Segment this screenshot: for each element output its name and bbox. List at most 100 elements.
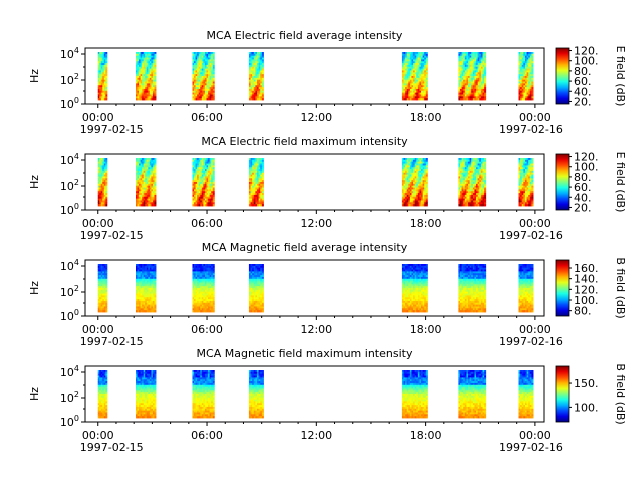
heatmap-cell [192,163,195,166]
heatmap-cell [212,77,215,81]
heatmap-cell [105,286,108,289]
heatmap-cell [208,57,211,60]
heatmap-cell [252,77,255,81]
heatmap-cell [212,57,215,60]
heatmap-cell [195,172,198,176]
heatmap-cell [480,53,483,57]
heatmap-cell [102,53,105,57]
heatmap-cell [424,61,427,64]
heatmap-cell [145,180,148,183]
heatmap-cell [521,92,524,95]
heatmap-cell [403,174,406,177]
heatmap-cell [200,183,203,187]
heatmap-cell [408,55,411,58]
heatmap-cell [143,172,146,176]
heatmap-cell [149,79,152,82]
heatmap-cell [152,302,155,306]
heatmap-cell [152,189,155,192]
heatmap-cell [139,158,142,161]
heatmap-cell [460,88,463,92]
heatmap-cell [145,167,148,170]
heatmap-cell [479,76,482,79]
heatmap-cell [97,204,100,207]
heatmap-cell [419,92,422,95]
heatmap-cell [526,169,529,172]
heatmap-cell [140,293,143,296]
heatmap-cell [146,90,149,94]
heatmap-cell [198,68,201,71]
heatmap-cell [149,53,152,57]
heatmap-cell [139,278,142,282]
heatmap-cell [529,194,532,198]
heatmap-cell [102,92,105,95]
heatmap-cell [146,299,149,302]
heatmap-cell [192,196,195,200]
heatmap-cell [463,204,466,207]
heatmap-cell [469,167,472,170]
heatmap-cell [531,64,534,68]
heatmap-cell [136,306,138,309]
heatmap-cell [417,185,420,188]
heatmap-cell [484,83,487,86]
heatmap-cell [414,76,417,79]
heatmap-cell [253,185,256,188]
heatmap-cell [208,169,211,172]
heatmap-cell [105,79,108,82]
heatmap-cell [421,76,424,79]
heatmap-cell [474,59,477,62]
heatmap-cell [526,81,529,84]
heatmap-cell [469,187,472,190]
heatmap-cell [421,88,424,92]
heatmap-cell [151,284,154,287]
heatmap-cell [149,52,152,55]
heatmap-cell [99,304,102,307]
heatmap-cell [406,92,409,95]
heatmap-cell [140,163,143,166]
heatmap-cell [529,174,532,177]
heatmap-cell [145,158,148,161]
heatmap-cell [198,57,201,60]
heatmap-cell [97,68,100,71]
heatmap-cell [477,183,480,187]
heatmap-cell [152,264,155,267]
heatmap-cell [209,191,212,194]
heatmap-cell [195,76,198,79]
heatmap-cell [528,169,531,172]
heatmap-cell [149,61,152,64]
heatmap-cell [401,59,404,62]
heatmap-cell [139,196,142,200]
heatmap-cell [145,169,148,172]
heatmap-cell [479,81,482,84]
heatmap-cell [197,182,200,185]
heatmap-cell [403,159,406,163]
heatmap-cell [206,55,209,58]
heatmap-cell [149,76,152,79]
heatmap-cell [102,174,105,177]
heatmap-cell [152,289,155,293]
heatmap-cell [524,79,527,82]
heatmap-cell [148,275,151,278]
heatmap-cell [403,68,406,71]
heatmap-cell [100,302,103,306]
heatmap-cell [416,61,419,64]
heatmap-cell [409,96,412,99]
heatmap-cell [137,76,140,79]
heatmap-cell [461,204,464,207]
heatmap-cell [482,182,485,185]
heatmap-cell [195,163,198,166]
heatmap-cell [200,52,203,55]
heatmap-cell [142,76,145,79]
colorbar-tick-label: 60. [574,75,592,88]
heatmap-cell [152,267,155,270]
heatmap-cell [201,159,204,163]
heatmap-cell [419,196,422,200]
heatmap-cell [520,174,523,177]
heatmap-cell [148,96,151,99]
heatmap-cell [194,87,196,90]
heatmap-cell [97,273,100,276]
heatmap-cell [195,55,198,58]
heatmap-cell [469,189,472,192]
heatmap-cell [197,174,200,177]
heatmap-cell [208,64,211,68]
heatmap-cell [137,182,140,185]
